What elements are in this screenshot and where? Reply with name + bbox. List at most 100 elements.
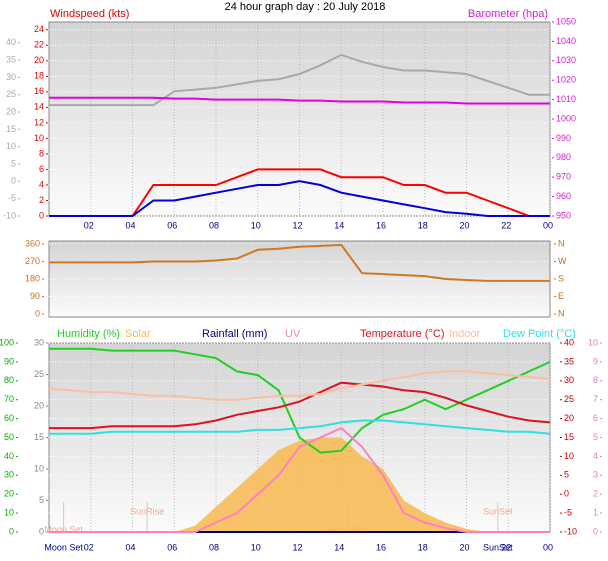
y3-tick-label: 30 xyxy=(6,72,16,82)
y4-tick-label: 0 xyxy=(593,526,598,536)
x-tick-label: 20 xyxy=(459,542,469,552)
x-tick-label: 20 xyxy=(459,220,469,230)
y3-tick-label: 5 xyxy=(39,495,44,505)
y-tick-label: 20 xyxy=(4,489,14,499)
legend-entry: UV xyxy=(285,328,301,340)
y2-tick-label: 970 xyxy=(556,172,571,182)
y-tick-label: 0 xyxy=(35,308,40,318)
legend-entry: Solar xyxy=(125,328,151,340)
line xyxy=(49,419,551,435)
y2-tick-label: -5 xyxy=(564,507,572,517)
y3-tick-label: 20 xyxy=(34,400,44,410)
line xyxy=(48,370,551,401)
y-tick-label: 80 xyxy=(4,375,14,385)
x-tick-label: 10 xyxy=(251,220,261,230)
y2-tick-label: 960 xyxy=(556,191,571,201)
y-tick-label: 270 xyxy=(25,256,40,266)
y2-tick-label: 10 xyxy=(564,451,574,461)
legend-entry: Rainfall (mm) xyxy=(202,328,267,340)
x-tick-label: 22 xyxy=(501,542,511,552)
y2-tick-label: W xyxy=(558,256,567,266)
y3-tick-label: 30 xyxy=(34,337,44,347)
y-tick-label: 10 xyxy=(4,507,14,517)
y-tick-label: 16 xyxy=(34,86,44,96)
y2-tick-label: 980 xyxy=(556,152,571,162)
y3-tick-label: 15 xyxy=(34,432,44,442)
y-tick-label: 8 xyxy=(39,148,44,158)
y3-tick-label: 10 xyxy=(34,463,44,473)
line xyxy=(49,53,550,107)
legend-entry: Indoor xyxy=(449,328,481,340)
axis-event-label: Moon Set xyxy=(44,542,83,552)
y2-tick-label: 1030 xyxy=(556,55,576,65)
area xyxy=(49,437,550,532)
y-tick-label: 24 xyxy=(34,24,44,34)
y2-tick-label: 25 xyxy=(564,394,574,404)
y-tick-label: 10 xyxy=(34,133,44,143)
x-tick-label: 02 xyxy=(84,542,94,552)
y3-tick-label: 5 xyxy=(11,158,16,168)
y-tick-label: 40 xyxy=(4,451,14,461)
y-tick-label: 0 xyxy=(9,526,14,536)
y2-tick-label: 20 xyxy=(564,413,574,423)
line xyxy=(49,243,550,282)
y2-tick-label: N xyxy=(558,238,565,248)
y2-tick-label: 30 xyxy=(564,375,574,385)
y2-tick-label: 1040 xyxy=(556,36,576,46)
y3-tick-label: 25 xyxy=(34,369,44,379)
y-tick-label: 360 xyxy=(25,238,40,248)
x-tick-label: 06 xyxy=(167,220,177,230)
y2-axis-label: Barometer (hpa) xyxy=(468,8,548,20)
line xyxy=(49,426,550,533)
axis-event-label: SunSet xyxy=(483,542,513,552)
line xyxy=(49,180,550,217)
y-tick-label: 2 xyxy=(39,195,44,205)
line xyxy=(49,96,550,105)
x-tick-label: 08 xyxy=(209,220,219,230)
y2-tick-label: 1010 xyxy=(556,94,576,104)
x-tick-label: 10 xyxy=(251,542,261,552)
y4-tick-label: 4 xyxy=(593,451,598,461)
x-tick-label: 12 xyxy=(292,542,302,552)
x-tick-label: 12 xyxy=(292,220,302,230)
y3-tick-label: 25 xyxy=(6,89,16,99)
y2-tick-label: 950 xyxy=(556,210,571,220)
x-tick-label: 08 xyxy=(209,542,219,552)
x-tick-label: 22 xyxy=(501,220,511,230)
x-tick-label: 14 xyxy=(334,220,344,230)
legend-entry: Temperature (°C) xyxy=(360,328,444,340)
plot-area xyxy=(48,21,551,217)
x-tick-label: 02 xyxy=(84,220,94,230)
y-tick-label: 100 xyxy=(0,337,14,347)
y3-tick-label: 0 xyxy=(11,176,16,186)
y-tick-label: 30 xyxy=(4,470,14,480)
y-tick-label: 20 xyxy=(34,55,44,65)
y4-tick-label: 3 xyxy=(593,470,598,480)
legend-entry: Dew Point (°C) xyxy=(503,328,576,340)
x-tick-label: 18 xyxy=(418,542,428,552)
y4-tick-label: 1 xyxy=(593,507,598,517)
y-tick-label: 12 xyxy=(34,117,44,127)
y-tick-label: 50 xyxy=(4,432,14,442)
x-tick-label: 16 xyxy=(376,220,386,230)
y-tick-label: 180 xyxy=(25,273,40,283)
line xyxy=(49,347,551,454)
y-tick-label: 6 xyxy=(39,164,44,174)
chart-title: 24 hour graph day : 20 July 2018 xyxy=(225,1,386,13)
y3-tick-label: 20 xyxy=(6,106,16,116)
y-tick-label: 22 xyxy=(34,40,44,50)
y-tick-label: 90 xyxy=(4,356,14,366)
y2-tick-label: 1020 xyxy=(556,75,576,85)
y2-tick-label: 1050 xyxy=(556,16,576,26)
x-tick-label: 06 xyxy=(167,542,177,552)
x-tick-label: 16 xyxy=(376,542,386,552)
y-tick-label: 14 xyxy=(34,102,44,112)
y3-tick-label: 40 xyxy=(6,37,16,47)
y4-tick-label: 8 xyxy=(593,375,598,385)
y3-tick-label: -10 xyxy=(3,210,16,220)
y3-tick-label: -5 xyxy=(8,193,16,203)
y4-tick-label: 6 xyxy=(593,413,598,423)
x-tick-label: 04 xyxy=(125,542,135,552)
event-label: SunRise xyxy=(130,506,164,516)
